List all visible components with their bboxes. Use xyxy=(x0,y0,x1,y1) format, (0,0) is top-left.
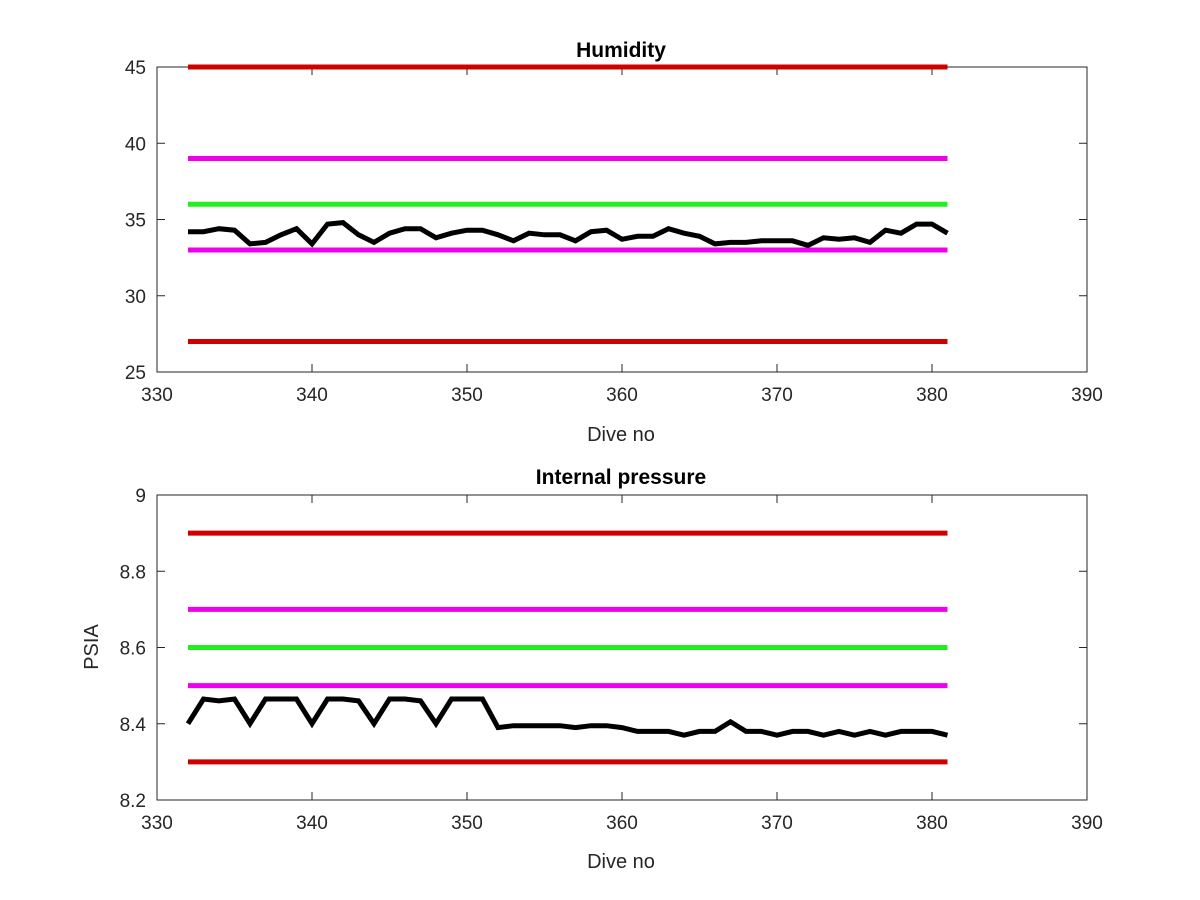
x-tick-label: 360 xyxy=(606,385,638,406)
y-tick-label: 40 xyxy=(125,134,146,155)
x-tick-label: 330 xyxy=(141,385,173,406)
y-tick-label: 8.2 xyxy=(120,791,146,812)
x-tick-label: 380 xyxy=(916,813,948,834)
y-tick-label: 45 xyxy=(125,58,146,79)
y-tick-label: 25 xyxy=(125,363,146,384)
x-tick-label: 370 xyxy=(761,385,793,406)
chart-title: Internal pressure xyxy=(536,466,706,489)
plot-area xyxy=(156,66,1088,373)
x-tick-label: 360 xyxy=(606,813,638,834)
x-tick-label: 370 xyxy=(761,813,793,834)
x-tick-label: 350 xyxy=(451,813,483,834)
data-series-line xyxy=(188,220,949,249)
x-tick-label: 390 xyxy=(1071,813,1103,834)
data-series-line xyxy=(185,696,949,738)
chart-title: Humidity xyxy=(576,39,666,62)
y-axis-label: PSIA xyxy=(81,624,103,670)
y-tick-label: 8.6 xyxy=(120,639,146,660)
x-tick-label: 350 xyxy=(451,385,483,406)
y-tick-label: 8.8 xyxy=(120,562,146,583)
y-tick-label: 9 xyxy=(135,486,146,507)
x-tick-label: 390 xyxy=(1071,385,1103,406)
x-tick-label: 340 xyxy=(296,385,328,406)
x-axis-label: Dive no xyxy=(587,424,655,446)
x-tick-label: 380 xyxy=(916,385,948,406)
x-tick-label: 340 xyxy=(296,813,328,834)
y-tick-label: 8.4 xyxy=(120,715,147,736)
humidity-axes: Humidity Dive no 330 340 350 360 370 380 390 25… xyxy=(125,39,1103,446)
x-tick-label: 330 xyxy=(141,813,173,834)
internal-pressure-axes: Internal pressure Dive no PSIA 330 340 350… xyxy=(81,466,1103,873)
y-tick-label: 30 xyxy=(125,287,146,308)
x-axis-label: Dive no xyxy=(587,851,655,873)
y-tick-label: 35 xyxy=(125,211,146,232)
